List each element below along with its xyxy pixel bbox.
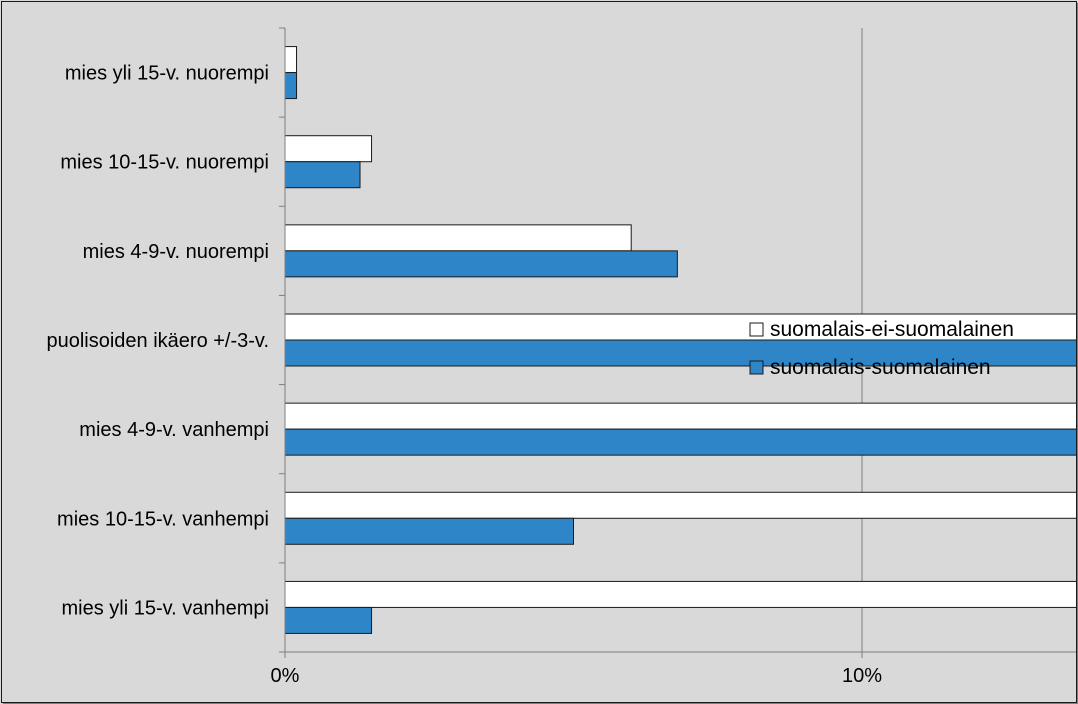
- x-tick-label: 0%: [271, 665, 300, 687]
- x-tick-labels: 0%10%20%30%40%50%60%70%: [271, 665, 883, 687]
- x-tick-label: 10%: [842, 665, 882, 687]
- category-label: mies 10-15-v. vanhempi: [57, 508, 269, 530]
- bar-suomalais-ei-suomalainen: [284, 46, 298, 74]
- category-label: mies 10-15-v. nuorempi: [60, 152, 269, 174]
- bar-suomalais-suomalainen: [284, 250, 678, 278]
- bar-suomalais-ei-suomalainen: [284, 224, 632, 252]
- legend-swatch: [749, 322, 764, 337]
- bar-suomalais-suomalainen: [284, 428, 1076, 456]
- bar-suomalais-ei-suomalainen: [284, 402, 1076, 430]
- bar-suomalais-suomalainen: [284, 517, 574, 545]
- legend: suomalais-ei-suomalainen suomalais-suomal…: [749, 318, 1014, 379]
- bar-suomalais-ei-suomalainen: [284, 491, 1076, 519]
- category-label: mies 4-9-v. nuorempi: [83, 241, 269, 263]
- category-label: mies yli 15-v. vanhempi: [62, 597, 269, 619]
- legend-label: suomalais-suomalainen: [770, 356, 991, 379]
- legend-swatch: [749, 360, 764, 375]
- bar-suomalais-suomalainen: [284, 72, 298, 100]
- category-label: mies 4-9-v. vanhempi: [79, 419, 269, 441]
- legend-label: suomalais-ei-suomalainen: [770, 318, 1014, 341]
- category-label: puolisoiden ikäero +/-3-v.: [46, 330, 269, 352]
- bars: [284, 46, 1076, 634]
- bar-suomalais-suomalainen: [284, 606, 373, 634]
- bar-suomalais-ei-suomalainen: [284, 135, 373, 163]
- category-labels: mies yli 15-v. nuorempi mies 10-15-v. nuo…: [46, 63, 269, 620]
- bar-suomalais-suomalainen: [284, 161, 361, 189]
- bar-suomalais-ei-suomalainen: [284, 580, 1076, 608]
- category-label: mies yli 15-v. nuorempi: [65, 63, 269, 85]
- axes: [279, 27, 1076, 658]
